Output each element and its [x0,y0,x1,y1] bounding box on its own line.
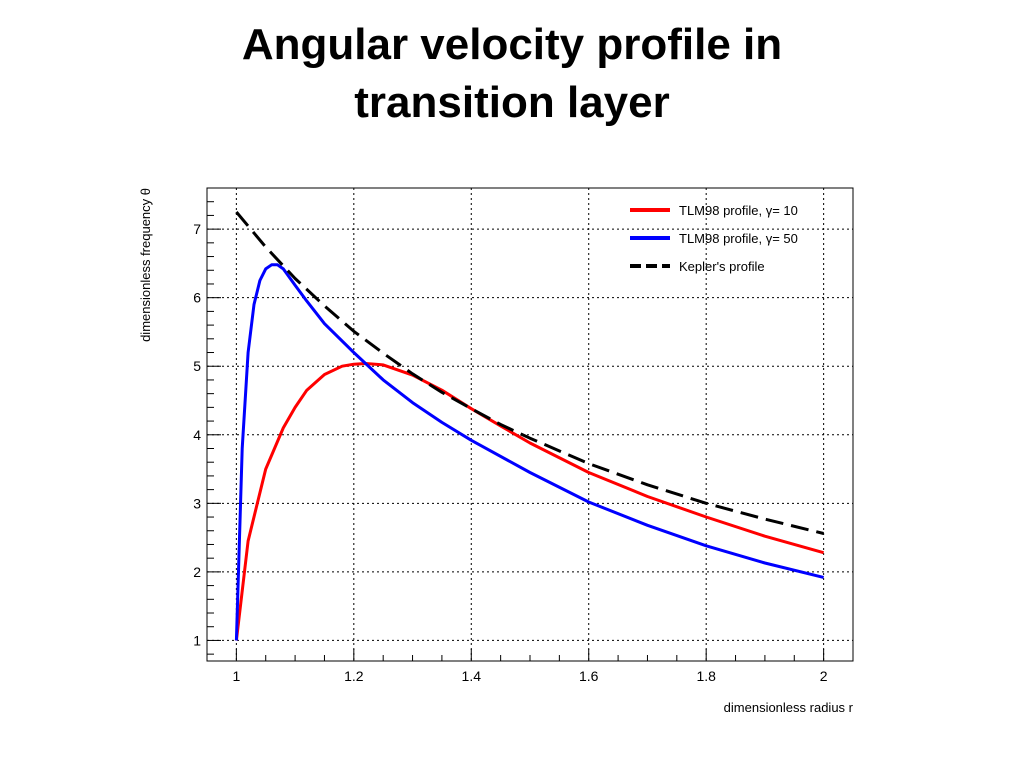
grid-lines [207,188,853,661]
y-tick-label: 7 [193,221,201,237]
y-tick-labels: 1 2 3 4 5 6 7 [193,221,201,648]
x-axis-title: dimensionless radius r [724,700,854,715]
series-line-3 [235,211,824,535]
x-tick-label: 1.8 [696,668,716,684]
series-line-2 [234,263,824,641]
slide-title: Angular velocity profile in transition l… [0,16,1024,132]
y-tick-label: 3 [193,495,201,511]
legend-label-3: Kepler's profile [679,259,765,274]
legend-label-1: TLM98 profile, γ= 10 [679,203,798,218]
y-tick-label: 6 [193,290,201,306]
x-tick-label: 1.2 [344,668,364,684]
x-tick-label: 1.4 [462,668,482,684]
legend: TLM98 profile, γ= 10 TLM98 profile, γ= 50… [630,203,798,274]
y-tick-label: 5 [193,358,201,374]
x-tick-label: 2 [820,668,828,684]
x-tick-label: 1.6 [579,668,599,684]
x-tick-label: 1 [232,668,240,684]
y-axis-title: dimensionless frequency θ [138,188,153,342]
series-line-1 [234,362,825,641]
y-tick-label: 4 [193,427,201,443]
slide-title-line-1: Angular velocity profile in [241,20,783,69]
axis-ticks [207,187,854,661]
slide-title-line-2: transition layer [354,78,670,127]
x-tick-labels: 1 1.2 1.4 1.6 1.8 2 [232,668,827,684]
y-tick-label: 1 [193,632,201,648]
series-lines [234,211,825,641]
legend-label-2: TLM98 profile, γ= 50 [679,231,798,246]
y-tick-label: 2 [193,564,201,580]
